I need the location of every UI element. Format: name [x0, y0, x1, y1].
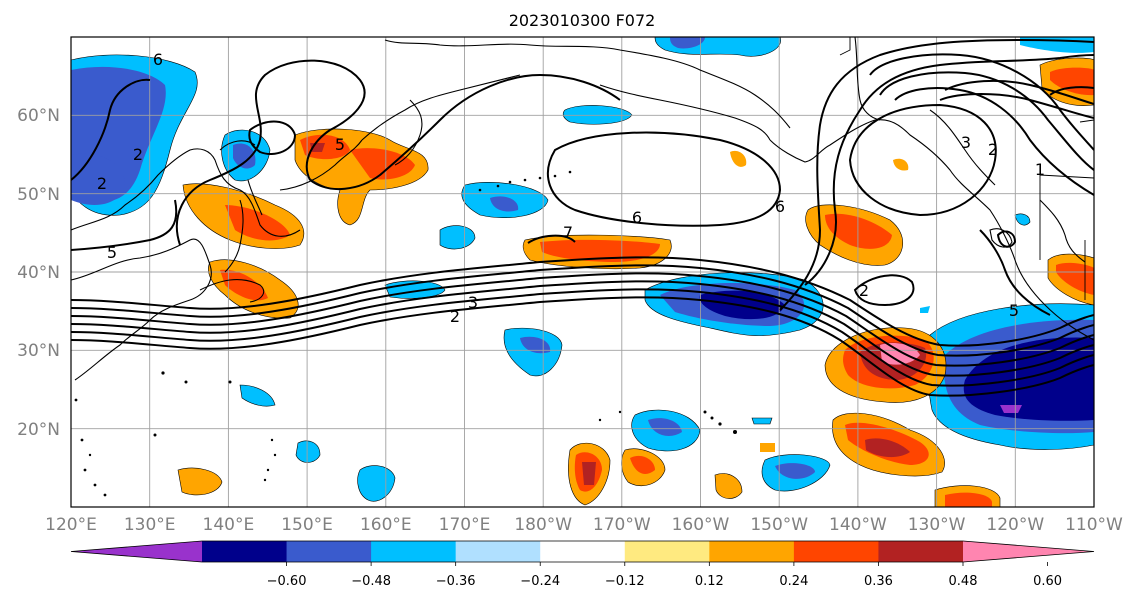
- contour-label: 7: [563, 223, 573, 242]
- colorbar-tick-label: 0.48: [949, 574, 978, 589]
- contour-label: 2: [859, 281, 869, 300]
- lat-tick-label: 40°N: [17, 263, 60, 283]
- colorbar-swatch: [793, 541, 879, 562]
- colorbar-swatch: [878, 541, 964, 562]
- colorbar-tick-label: −0.24: [520, 574, 560, 589]
- lat-axis: 60°N 50°N 40°N 30°N 20°N: [17, 106, 60, 440]
- colorbar-swatch: [286, 541, 372, 562]
- map-title: 2023010300 F072: [509, 11, 656, 30]
- contour-label: 2: [988, 140, 998, 159]
- lon-tick-label: 170°W: [593, 515, 651, 535]
- colorbar-tick-label: −0.36: [436, 574, 476, 589]
- colorbar-swatch: [371, 541, 457, 562]
- contour-lines: [71, 38, 1094, 397]
- map-frame: [70, 36, 1095, 508]
- colorbar-tick-label: 0.12: [695, 574, 724, 589]
- islands: [74, 170, 737, 497]
- lat-tick-label: 20°N: [17, 420, 60, 440]
- contour-label: 2: [97, 174, 107, 193]
- map-grid: [71, 37, 1094, 507]
- contour-label: 6: [153, 50, 163, 69]
- lon-axis: 120°E 130°E 140°E 150°E 160°E 170°E 180°…: [45, 515, 1123, 535]
- colorbar-swatch: [202, 541, 288, 562]
- lon-tick-label: 130°E: [124, 515, 176, 535]
- coastlines: [71, 37, 1094, 381]
- colorbar-tick-label: 0.36: [864, 574, 893, 589]
- lon-tick-label: 170°E: [439, 515, 491, 535]
- contour-label: 2: [450, 307, 460, 326]
- colorbar: −0.60 −0.48 −0.36 −0.24 −0.12 0.12 0.24 0.36 0.4…: [70, 540, 1095, 589]
- lon-tick-label: 150°W: [750, 515, 808, 535]
- lon-tick-label: 140°E: [203, 515, 255, 535]
- contour-label: 5: [1009, 301, 1019, 320]
- lon-tick-label: 160°E: [360, 515, 412, 535]
- lon-tick-label: 160°W: [672, 515, 730, 535]
- contour-label: 3: [468, 293, 478, 312]
- contour-label: 3: [961, 133, 971, 152]
- contour-label: 1: [1035, 160, 1045, 179]
- lon-tick-label: 180°W: [514, 515, 572, 535]
- colorbar-swatch: [455, 541, 541, 562]
- colorbar-extend-high: [963, 541, 1094, 562]
- contour-label: 2: [133, 145, 143, 164]
- colorbar-tick-label: −0.48: [351, 574, 391, 589]
- contour-label: 5: [335, 135, 345, 154]
- lat-tick-label: 60°N: [17, 106, 60, 126]
- lon-tick-label: 130°W: [908, 515, 966, 535]
- lon-tick-label: 150°E: [281, 515, 333, 535]
- contour-labels: 6 2 5 5 2 6 7 6 2 3 2 3 2 1 5: [97, 50, 1045, 326]
- contour-label: 5: [107, 243, 117, 262]
- lat-tick-label: 30°N: [17, 341, 60, 361]
- lat-tick-label: 50°N: [17, 185, 60, 205]
- colorbar-tick-label: 0.24: [779, 574, 808, 589]
- colorbar-tick-label: 0.60: [1033, 574, 1062, 589]
- lon-tick-label: 120°E: [45, 515, 97, 535]
- lon-tick-label: 140°W: [829, 515, 887, 535]
- colorbar-outline: [70, 540, 1095, 563]
- colorbar-extend-low: [71, 541, 202, 562]
- contour-label: 6: [775, 197, 785, 216]
- contour-label: 6: [632, 208, 642, 227]
- colorbar-tick-label: −0.60: [267, 574, 307, 589]
- lon-tick-label: 120°W: [986, 515, 1044, 535]
- map-area: 6 2 5 5 2 6 7 6 2 3 2 3 2 1 5: [71, 37, 1094, 507]
- colorbar-swatch: [709, 541, 795, 562]
- colorbar-swatch: [540, 541, 626, 562]
- lon-tick-label: 110°W: [1065, 515, 1123, 535]
- colorbar-tick-label: −0.12: [605, 574, 645, 589]
- colorbar-swatch: [624, 541, 710, 562]
